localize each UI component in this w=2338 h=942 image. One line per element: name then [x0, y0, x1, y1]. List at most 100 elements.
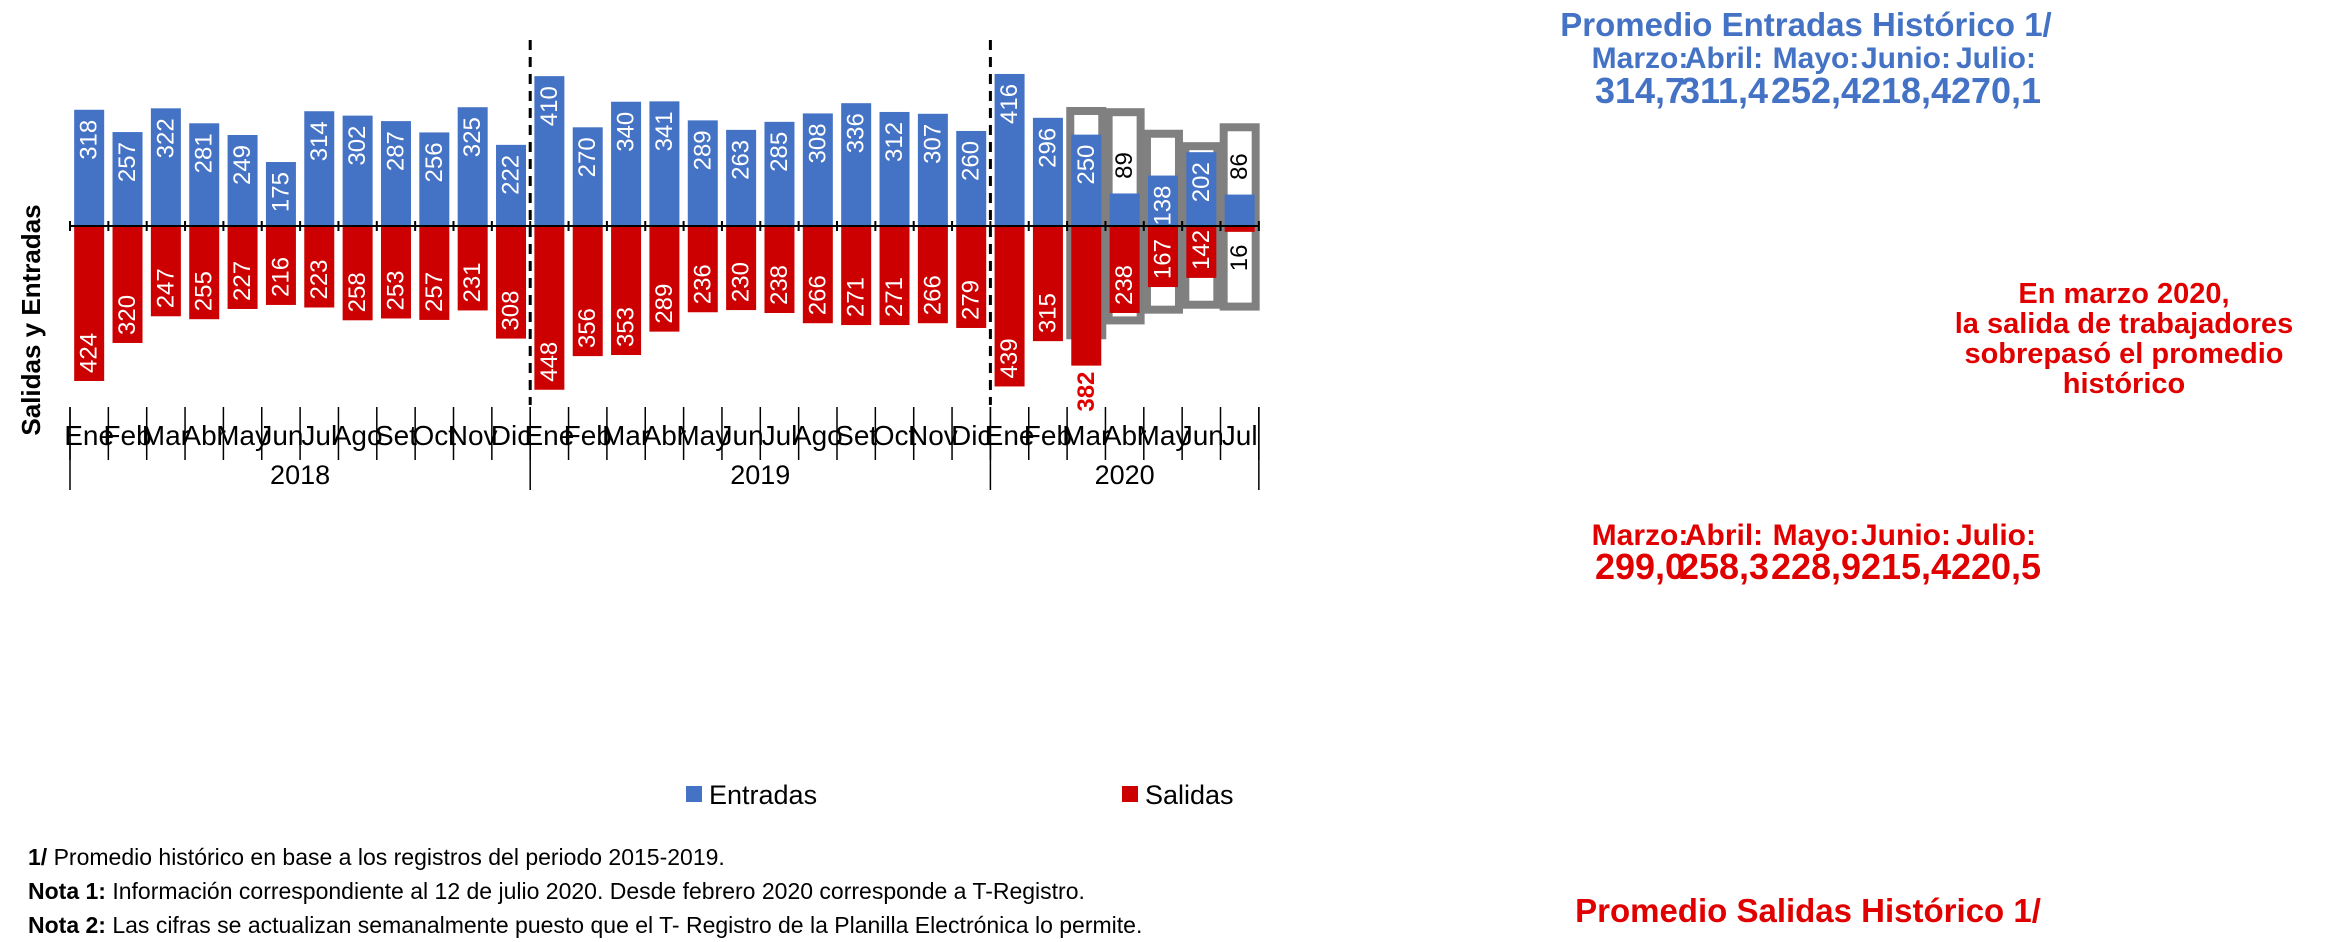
entradas-bar — [956, 130, 987, 226]
month-label: Feb — [1024, 420, 1072, 451]
entradas-value-label: 296 — [1034, 128, 1061, 168]
month-label: Ago — [793, 420, 843, 451]
entradas-value-label: 89 — [1111, 152, 1138, 179]
entradas-bar — [112, 132, 143, 226]
salidas-bar — [879, 226, 910, 326]
entradas-bar — [841, 103, 872, 226]
entradas-value-label: 302 — [344, 126, 371, 166]
footnote-3: Nota 2: Las cifras se actualizan semanal… — [28, 912, 1143, 938]
bars — [74, 73, 1255, 390]
entradas-value-label: 322 — [152, 118, 179, 158]
salidas-value-label: 223 — [306, 259, 333, 299]
entradas-value-label: 281 — [191, 133, 218, 173]
footnote-1: 1/ Promedio histórico en base a los regi… — [28, 844, 725, 870]
entradas-bar — [496, 144, 527, 226]
legend-entradas-swatch — [686, 786, 702, 802]
salidas-value-label: 353 — [613, 307, 640, 347]
entradas-bar — [687, 120, 718, 226]
entradas-value-label: 285 — [766, 132, 793, 172]
entradas-bar — [994, 73, 1025, 227]
entradas-bar — [74, 109, 105, 226]
entradas-bar — [1032, 117, 1063, 226]
entradas-value-label: 341 — [651, 111, 678, 151]
salidas-bar — [534, 226, 565, 390]
entradas-bar — [304, 111, 335, 226]
year-label: 2020 — [1095, 460, 1155, 490]
salidas-bar — [917, 226, 948, 324]
month-label: Ene — [64, 420, 114, 451]
entradas-value-label: 308 — [804, 123, 831, 163]
month-label: Dic — [491, 420, 531, 451]
entradas-average-value: 311,4 — [1680, 70, 1768, 111]
salidas-bar — [1032, 226, 1063, 342]
month-label: Jul — [301, 420, 337, 451]
salidas-value-label: 315 — [1034, 293, 1061, 333]
salidas-bar — [112, 226, 143, 343]
entradas-value-label: 257 — [114, 142, 141, 182]
entradas-average-value: 252,4 — [1771, 70, 1861, 111]
salidas-value-label: 424 — [76, 333, 103, 373]
salidas-value-label: 16 — [1226, 244, 1253, 271]
salidas-average-month: Marzo: — [1592, 519, 1689, 552]
salidas-value-label: 266 — [919, 275, 946, 315]
entradas-bar — [457, 107, 488, 226]
salidas-value-label: 230 — [728, 262, 755, 302]
salidas-average-month: Julio: — [1956, 519, 2036, 552]
annotation-line: En marzo 2020, — [2018, 278, 2229, 310]
month-label: Ago — [333, 420, 383, 451]
salidas-bar — [687, 226, 718, 313]
entradas-average-month: Julio: — [1956, 42, 2036, 75]
salidas-average-value: 215,4 — [1861, 546, 1951, 587]
salidas-bar — [726, 226, 757, 311]
salidas-average-value: 220,5 — [1951, 546, 2041, 587]
entradas-average-month: Abril: — [1685, 42, 1763, 75]
entradas-bar — [1071, 134, 1102, 226]
annotation-line: histórico — [2063, 368, 2185, 400]
legend: Entradas Salidas — [686, 780, 1234, 810]
salidas-value-label: 238 — [766, 265, 793, 305]
salidas-value-label: 308 — [498, 291, 525, 331]
entradas-value-label: 340 — [613, 112, 640, 152]
entradas-bar — [534, 76, 565, 227]
legend-entradas-label: Entradas — [709, 780, 817, 810]
salidas-bar — [265, 226, 296, 305]
entradas-bar — [649, 101, 680, 226]
salidas-value-label: 247 — [152, 268, 179, 308]
entradas-average-table: Marzo:314,7Abril:311,4Mayo:252,4Junio:21… — [1592, 42, 2041, 111]
salidas-value-label: 167 — [1149, 239, 1176, 279]
entradas-average-value: 314,7 — [1595, 70, 1685, 111]
salidas-value-label: 271 — [843, 277, 870, 317]
month-label: Abr — [182, 420, 226, 451]
salidas-value-label: 227 — [229, 261, 256, 301]
month-label: Nov — [908, 420, 958, 451]
month-label: May — [1137, 420, 1190, 451]
salidas-value-label: 266 — [804, 275, 831, 315]
month-label: Mar — [1062, 420, 1110, 451]
salidas-value-label: 142 — [1188, 230, 1215, 270]
salidas-bar — [841, 226, 872, 326]
month-label: Jul — [1222, 420, 1258, 451]
entradas-bar — [572, 127, 603, 226]
salidas-value-label: 279 — [958, 280, 985, 320]
salidas-value-label: 356 — [574, 308, 601, 348]
month-label: May — [676, 420, 729, 451]
entradas-bar — [227, 134, 258, 226]
month-label: Set — [835, 420, 877, 451]
salidas-bar — [611, 226, 642, 356]
salidas-average-title: Promedio Salidas Histórico 1/ — [1575, 892, 2041, 927]
entradas-bar — [764, 121, 795, 226]
annotation-line: la salida de trabajadores — [1955, 308, 2293, 340]
salidas-bar — [1147, 226, 1178, 288]
entradas-bar — [189, 123, 220, 226]
entradas-bar — [726, 129, 757, 226]
salidas-bar — [1071, 226, 1102, 366]
salidas-value-label: 439 — [996, 338, 1023, 378]
month-label: Oct — [413, 420, 457, 451]
entradas-value-label: 318 — [76, 120, 103, 160]
salidas-bar — [1224, 226, 1255, 232]
salidas-bar — [304, 226, 335, 308]
salidas-bar — [649, 226, 680, 332]
salidas-average-table: Marzo:299,0Abril:258,3Mayo:228,9Junio:21… — [1592, 519, 2041, 587]
y-axis-label: Salidas y Entradas — [16, 204, 46, 435]
year-label: 2019 — [730, 460, 790, 490]
